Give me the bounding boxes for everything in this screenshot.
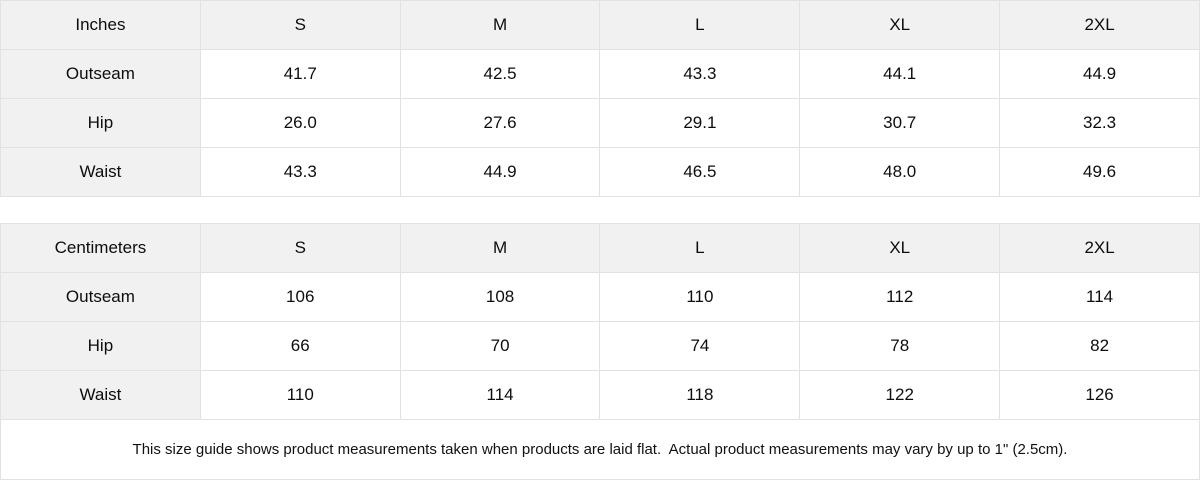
size-header-cell: L xyxy=(599,0,801,50)
size-header-cell: S xyxy=(199,0,401,50)
value-cell: 44.9 xyxy=(399,147,601,197)
value-cell: 43.3 xyxy=(199,147,401,197)
value-cell: 49.6 xyxy=(999,147,1200,197)
value-cell: 43.3 xyxy=(599,49,801,99)
table-row: Waist 110 114 118 122 126 xyxy=(0,370,1200,420)
value-cell: 46.5 xyxy=(599,147,801,197)
value-cell: 114 xyxy=(399,370,601,420)
value-cell: 32.3 xyxy=(999,98,1200,148)
value-cell: 114 xyxy=(999,272,1200,322)
table-row: Hip 26.0 27.6 29.1 30.7 32.3 xyxy=(0,98,1200,148)
row-label-cell: Outseam xyxy=(0,272,201,322)
value-cell: 108 xyxy=(399,272,601,322)
value-cell: 106 xyxy=(199,272,401,322)
unit-header-cell: Centimeters xyxy=(0,223,201,273)
size-header-cell: 2XL xyxy=(999,0,1200,50)
row-label-cell: Outseam xyxy=(0,49,201,99)
size-header-cell: 2XL xyxy=(999,223,1200,273)
inches-table: Inches S M L XL 2XL Outseam 41.7 42.5 43… xyxy=(0,0,1200,197)
table-row: Outseam 41.7 42.5 43.3 44.1 44.9 xyxy=(0,49,1200,99)
size-guide-note: This size guide shows product measuremen… xyxy=(0,420,1200,480)
value-cell: 44.1 xyxy=(799,49,1001,99)
value-cell: 78 xyxy=(799,321,1001,371)
row-label-cell: Waist xyxy=(0,147,201,197)
row-label-cell: Hip xyxy=(0,98,201,148)
value-cell: 26.0 xyxy=(199,98,401,148)
size-header-cell: M xyxy=(399,0,601,50)
inches-header-row: Inches S M L XL 2XL xyxy=(0,0,1200,50)
row-label-cell: Hip xyxy=(0,321,201,371)
value-cell: 30.7 xyxy=(799,98,1001,148)
value-cell: 110 xyxy=(599,272,801,322)
table-row: Hip 66 70 74 78 82 xyxy=(0,321,1200,371)
value-cell: 27.6 xyxy=(399,98,601,148)
value-cell: 118 xyxy=(599,370,801,420)
value-cell: 126 xyxy=(999,370,1200,420)
size-header-cell: M xyxy=(399,223,601,273)
table-row: Waist 43.3 44.9 46.5 48.0 49.6 xyxy=(0,147,1200,197)
value-cell: 122 xyxy=(799,370,1001,420)
value-cell: 112 xyxy=(799,272,1001,322)
size-header-cell: S xyxy=(199,223,401,273)
value-cell: 29.1 xyxy=(599,98,801,148)
centimeters-header-row: Centimeters S M L XL 2XL xyxy=(0,223,1200,273)
table-row: Outseam 106 108 110 112 114 xyxy=(0,272,1200,322)
size-header-cell: L xyxy=(599,223,801,273)
centimeters-table: Centimeters S M L XL 2XL Outseam 106 108… xyxy=(0,223,1200,420)
unit-header-cell: Inches xyxy=(0,0,201,50)
value-cell: 48.0 xyxy=(799,147,1001,197)
value-cell: 66 xyxy=(199,321,401,371)
value-cell: 42.5 xyxy=(399,49,601,99)
value-cell: 70 xyxy=(399,321,601,371)
value-cell: 41.7 xyxy=(199,49,401,99)
value-cell: 82 xyxy=(999,321,1200,371)
size-header-cell: XL xyxy=(799,223,1001,273)
value-cell: 44.9 xyxy=(999,49,1200,99)
value-cell: 110 xyxy=(199,370,401,420)
size-header-cell: XL xyxy=(799,0,1001,50)
value-cell: 74 xyxy=(599,321,801,371)
table-gap-spacer xyxy=(0,197,1200,223)
row-label-cell: Waist xyxy=(0,370,201,420)
